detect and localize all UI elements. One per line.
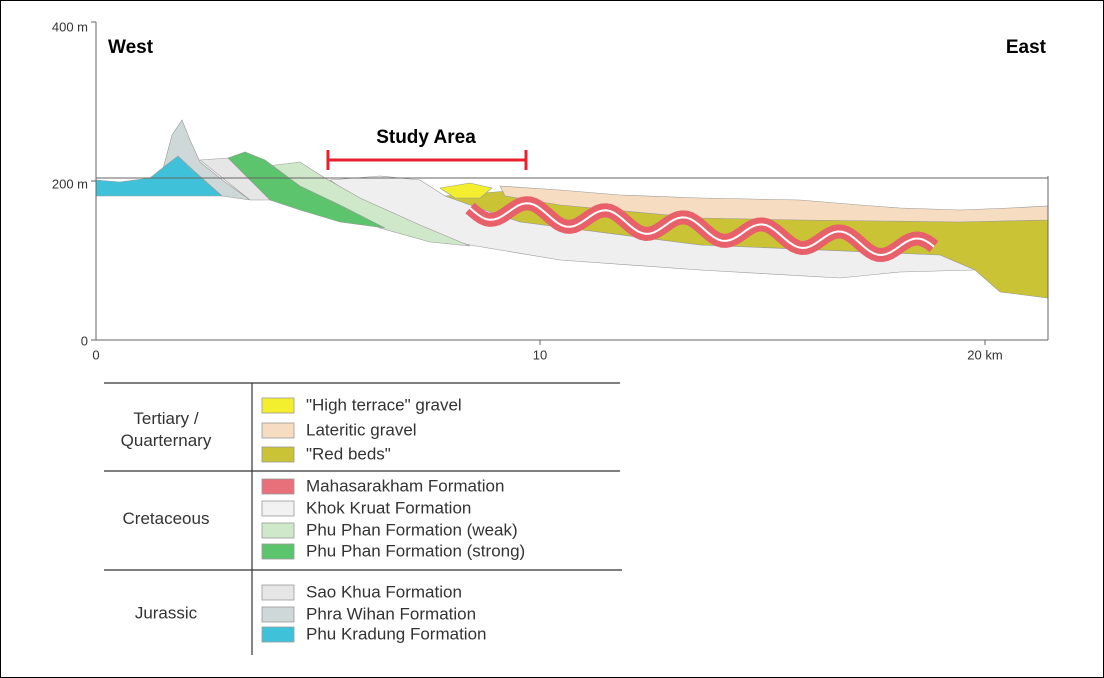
west-label: West — [108, 37, 154, 58]
legend-label: Mahasarakham Formation — [306, 476, 504, 495]
legend-swatch — [262, 447, 294, 462]
period-label: Tertiary / — [133, 409, 198, 428]
legend-swatch — [262, 479, 294, 494]
legend-swatch — [262, 523, 294, 538]
period-label: Jurassic — [135, 603, 198, 622]
y-label: 400 m — [52, 19, 88, 34]
legend-swatch — [262, 501, 294, 516]
legend-swatch — [262, 607, 294, 622]
y-label: 0 — [81, 333, 88, 348]
legend-label: Phra Wihan Formation — [306, 604, 476, 623]
legend-swatch — [262, 627, 294, 642]
y-label: 200 m — [52, 176, 88, 191]
legend-label: Phu Kradung Formation — [306, 624, 487, 643]
legend-swatch — [262, 585, 294, 600]
legend-swatch — [262, 398, 294, 413]
period-label: Quarternary — [121, 431, 212, 450]
period-label: Cretaceous — [123, 509, 210, 528]
x-label: 0 — [92, 347, 99, 362]
legend-label: Sao Khua Formation — [306, 582, 462, 601]
east-label: East — [1006, 37, 1047, 58]
legend-label: Phu Phan Formation (weak) — [306, 520, 518, 539]
x-label: 10 — [533, 347, 547, 362]
legend-swatch — [262, 423, 294, 438]
legend-label: "High terrace" gravel — [306, 395, 462, 414]
legend-label: Phu Phan Formation (strong) — [306, 541, 525, 560]
legend-label: Lateritic gravel — [306, 420, 417, 439]
legend-label: "Red beds" — [306, 444, 391, 463]
study-area-label: Study Area — [376, 127, 476, 148]
legend-swatch — [262, 544, 294, 559]
legend-label: Khok Kruat Formation — [306, 498, 471, 517]
cross-section-figure: 400 m 200 m 0 0 10 20 km West East Study… — [0, 0, 1104, 678]
frame — [1, 1, 1104, 678]
x-label: 20 km — [967, 347, 1002, 362]
